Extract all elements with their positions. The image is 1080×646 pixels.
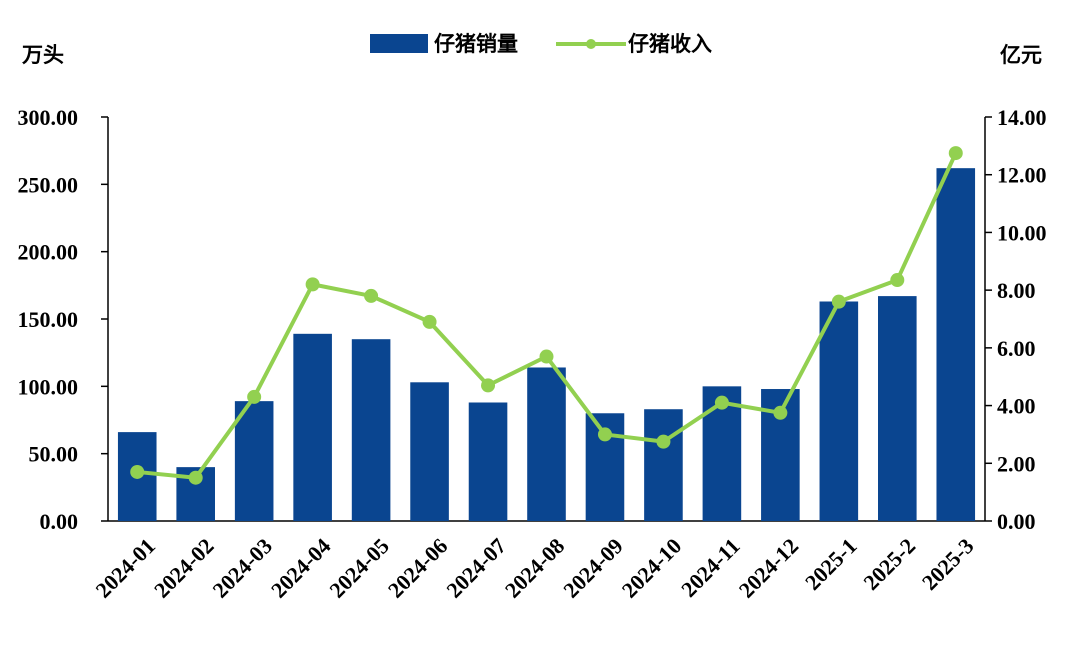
bar-2024-08: [527, 367, 566, 521]
y-left-tick-label: 50.00: [29, 442, 79, 467]
line-point-2024-02: [188, 470, 203, 485]
x-tick-label: 2024-01: [91, 533, 161, 603]
y-left-tick-label: 300.00: [18, 105, 79, 130]
legend-label-bar: 仔猪销量: [434, 32, 518, 56]
y-left-tick-label: 150.00: [18, 307, 79, 332]
line-point-2024-01: [130, 464, 145, 479]
line-point-2025-2: [890, 273, 905, 288]
y-right-tick-label: 10.00: [997, 220, 1047, 245]
line-point-2024-03: [247, 389, 262, 404]
bar-2024-07: [468, 402, 508, 521]
x-tick-label: 2024-03: [207, 533, 277, 603]
x-tick-label: 2024-11: [676, 533, 745, 602]
legend: 仔猪销量 仔猪收入: [370, 32, 712, 56]
x-tick-label: 2025-2: [858, 533, 920, 595]
bar-series: [117, 168, 976, 521]
x-tick-label: 2024-09: [558, 533, 628, 603]
y-left-tick-label: 200.00: [18, 240, 79, 265]
line-point-2024-12: [773, 405, 788, 420]
y-right-unit-label: 亿元: [1000, 43, 1042, 67]
x-tick-label: 2024-12: [734, 533, 804, 603]
y-right-ticks: 0.00 2.00 4.00 6.00 8.00 10.00 12.00 14.00: [985, 105, 1047, 534]
y-left-unit-label: 万头: [21, 43, 64, 67]
line-point-2025-3: [948, 146, 963, 161]
bar-2024-10: [644, 409, 683, 521]
y-right-tick-label: 8.00: [997, 278, 1036, 303]
line-point-2025-1: [831, 294, 846, 309]
y-left-ticks: 0.00 50.00 100.00 150.00 200.00 250.00 300.00: [18, 105, 108, 534]
bar-2024-03: [234, 401, 274, 521]
bar-2024-04: [293, 333, 332, 521]
x-tick-label: 2024-05: [324, 533, 394, 603]
legend-swatch-bar: [370, 34, 428, 53]
y-right-tick-label: 4.00: [997, 394, 1036, 419]
y-left-tick-label: 100.00: [18, 374, 79, 399]
x-tick-label: 2025-1: [800, 533, 862, 595]
y-right-tick-label: 0.00: [997, 509, 1036, 534]
line-point-2024-06: [422, 314, 437, 329]
bar-2025-1: [819, 301, 859, 521]
x-tick-label: 2024-07: [441, 533, 511, 603]
y-right-tick-label: 2.00: [997, 451, 1036, 476]
line-series: [130, 146, 963, 485]
line-point-2024-05: [364, 288, 379, 303]
x-tick-label: 2025-3: [917, 533, 979, 595]
bar-2025-2: [878, 296, 917, 521]
y-right-tick-label: 14.00: [997, 105, 1047, 130]
x-ticks: 2024-012024-022024-032024-042024-052024-…: [91, 533, 979, 603]
bar-2024-05: [351, 339, 391, 521]
line-point-2024-04: [305, 277, 320, 292]
x-tick-label: 2024-04: [266, 533, 336, 603]
line-point-2024-07: [481, 378, 496, 393]
line-point-2024-11: [714, 395, 729, 410]
x-tick-label: 2024-02: [149, 533, 219, 603]
line-point-2024-09: [597, 427, 612, 442]
bar-2025-3: [936, 168, 976, 521]
y-left-tick-label: 0.00: [40, 509, 79, 534]
y-left-tick-label: 250.00: [18, 172, 79, 197]
bar-2024-06: [410, 382, 449, 521]
x-tick-label: 2024-08: [500, 533, 570, 603]
y-right-tick-label: 6.00: [997, 336, 1036, 361]
legend-label-line: 仔猪收入: [628, 32, 712, 56]
line-point-2024-08: [539, 349, 554, 364]
y-right-tick-label: 12.00: [997, 163, 1047, 188]
x-tick-label: 2024-10: [617, 533, 687, 603]
legend-swatch-marker: [586, 39, 596, 49]
x-tick-label: 2024-06: [383, 533, 453, 603]
line-point-2024-10: [656, 434, 671, 449]
